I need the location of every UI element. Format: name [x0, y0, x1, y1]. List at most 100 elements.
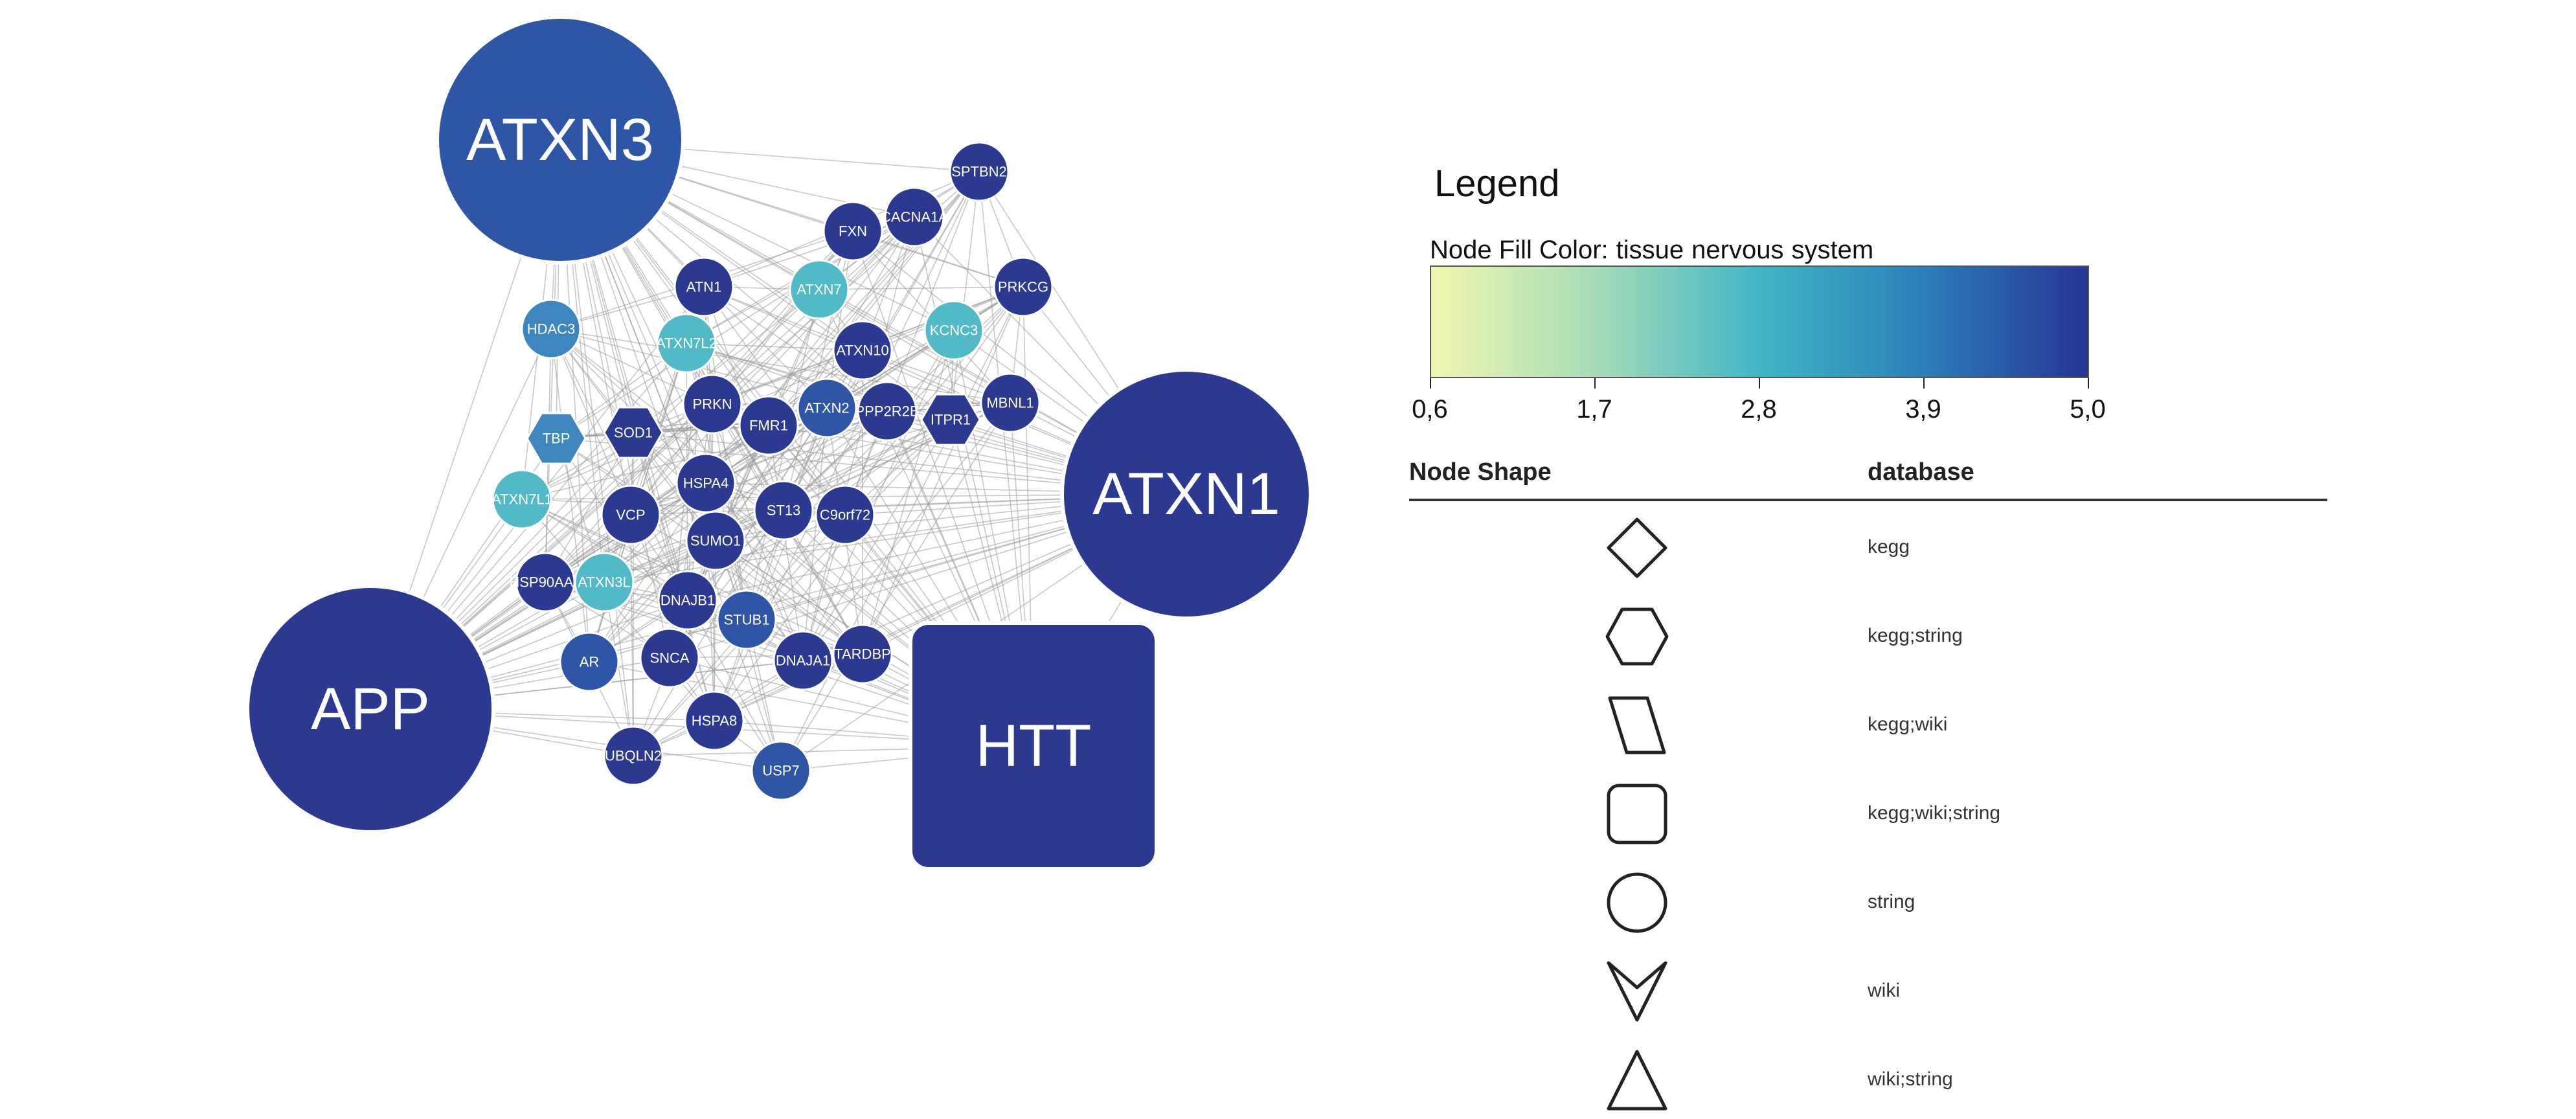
- fill-color-label-attr-1: tissue: [1616, 236, 1684, 264]
- color-scale-bar: [1430, 266, 2089, 378]
- node-shape: [797, 378, 857, 438]
- node-atxn3l[interactable]: ATXN3L: [574, 552, 635, 613]
- node-shape: [657, 570, 718, 631]
- node-vcp[interactable]: VCP: [600, 484, 661, 545]
- edge-SUMO1-TARDBP: [715, 540, 863, 655]
- node-hspa8[interactable]: HSPA8: [684, 690, 745, 751]
- node-snca[interactable]: SNCA: [639, 627, 700, 688]
- node-sod1[interactable]: SOD1: [603, 406, 664, 459]
- node-tbp[interactable]: TBP: [526, 412, 587, 465]
- scale-tick-label: 2,8: [1741, 395, 1777, 424]
- node-ar[interactable]: AR: [559, 631, 620, 692]
- legend-shape-triangle-icon: [1607, 1050, 1667, 1111]
- node-atn1[interactable]: ATN1: [673, 256, 734, 317]
- node-atxn10[interactable]: ATXN10: [832, 320, 893, 381]
- node-shape: [949, 141, 1010, 202]
- node-itpr1[interactable]: ITPR1: [920, 393, 981, 446]
- node-shape: [832, 624, 893, 684]
- node-atxn7l2[interactable]: ATXN7L2: [656, 313, 717, 374]
- node-shape: [751, 740, 811, 801]
- node-label: HSPA4: [683, 475, 729, 492]
- node-label: CACNA1A: [881, 209, 948, 225]
- legend-shape-parallelogram-icon: [1608, 696, 1666, 754]
- node-layer: ATXN3 ATXN1 APP HTT SPTBN2 FXN CACNA1A PRKCG ATN…: [245, 15, 1313, 871]
- scale-tick-label: 0,6: [1412, 395, 1448, 424]
- node-cacna1a[interactable]: CACNA1A: [881, 186, 948, 247]
- node-atxn2[interactable]: ATXN2: [797, 378, 857, 438]
- legend-database-label: kegg: [1868, 536, 1910, 558]
- node-label: KCNC3: [930, 322, 978, 339]
- legend-database-label: kegg;wiki;string: [1868, 802, 2001, 824]
- legend-title: Legend: [1434, 163, 1560, 205]
- node-mbnl1[interactable]: MBNL1: [980, 372, 1041, 433]
- edge-HDAC3-ST13: [550, 328, 784, 511]
- node-c9orf72[interactable]: C9orf72: [815, 484, 876, 545]
- node-label: TBP: [543, 431, 571, 447]
- scale-tick-label: 1,7: [1576, 395, 1612, 424]
- node-label: FMR1: [749, 418, 788, 434]
- network-graph[interactable]: ATXN3 ATXN1 APP HTT SPTBN2 FXN CACNA1A PRKCG ATN…: [0, 0, 1386, 1119]
- node-prkn[interactable]: PRKN: [682, 374, 743, 435]
- node-label: UBQLN2: [605, 748, 662, 764]
- node-shape: [716, 589, 777, 650]
- node-shape: [685, 510, 746, 571]
- edge-HDAC3-MBNL1: [550, 328, 1011, 403]
- node-dnaja1[interactable]: DNAJA1: [773, 630, 833, 691]
- node-atxn1[interactable]: ATXN1: [1060, 368, 1313, 620]
- node-fxn[interactable]: FXN: [822, 201, 883, 262]
- node-shape: [673, 256, 734, 317]
- node-shape: [815, 484, 876, 545]
- edge-PRKCG-USP7: [780, 286, 1024, 771]
- node-st13[interactable]: ST13: [753, 480, 814, 541]
- legend-database-label: kegg;wiki: [1868, 714, 1948, 735]
- edge-SPTBN2-C9orf72: [844, 171, 980, 515]
- node-shape-header: Node Shape: [1409, 458, 1552, 486]
- node-htt[interactable]: HTT: [909, 621, 1158, 871]
- node-shape: [832, 320, 893, 381]
- legend-database-label: wiki;string: [1868, 1068, 1953, 1090]
- node-ppp2r2b[interactable]: PPP2R2B: [855, 381, 920, 442]
- edge-HDAC3-HSPA4: [550, 328, 706, 484]
- node-ubqln2[interactable]: UBQLN2: [603, 725, 664, 786]
- node-dnajb1[interactable]: DNAJB1: [657, 570, 718, 631]
- node-app[interactable]: APP: [245, 584, 495, 834]
- legend-shape-hexagon-icon: [1605, 607, 1669, 666]
- node-shape: [574, 552, 635, 613]
- node-shape: [822, 201, 883, 262]
- node-shape: [980, 372, 1041, 433]
- node-label: HSPA8: [692, 713, 738, 729]
- node-label: ATXN1: [1092, 461, 1280, 527]
- node-hspa4[interactable]: HSPA4: [675, 453, 736, 514]
- node-hdac3[interactable]: HDAC3: [521, 299, 582, 359]
- node-label: ATN1: [686, 279, 722, 295]
- node-shape: [773, 630, 833, 691]
- node-label: SUMO1: [690, 533, 741, 549]
- scale-tick-label: 3,9: [1905, 395, 1941, 424]
- node-label: ATXN2: [804, 400, 849, 416]
- node-atxn7l1[interactable]: ATXN7L1: [491, 469, 552, 530]
- node-kcnc3[interactable]: KCNC3: [923, 300, 984, 361]
- legend-database-label: wiki: [1868, 980, 1900, 1001]
- node-fmr1[interactable]: FMR1: [738, 395, 799, 456]
- legend-shape-chevron-icon: [1607, 961, 1667, 1022]
- node-shape: [684, 690, 745, 751]
- fill-color-label-prefix: Node Fill Color:: [1430, 236, 1609, 264]
- fill-color-label-attr-3: system: [1791, 236, 1874, 264]
- edge-ATN1-ST13: [703, 286, 784, 511]
- node-stub1[interactable]: STUB1: [716, 589, 777, 650]
- node-prkcg[interactable]: PRKCG: [993, 256, 1054, 317]
- node-label: SNCA: [650, 650, 689, 666]
- node-label: ATXN7L1: [491, 492, 552, 508]
- node-hsp90aa1[interactable]: HSP90AA1: [509, 552, 582, 613]
- node-atxn7[interactable]: ATXN7: [789, 259, 850, 320]
- node-sptbn2[interactable]: SPTBN2: [949, 141, 1010, 202]
- edge-ATXN7L1-DNAJB1: [521, 499, 688, 601]
- node-sumo1[interactable]: SUMO1: [685, 510, 746, 571]
- node-atxn3[interactable]: ATXN3: [435, 15, 685, 265]
- node-shape: [920, 393, 981, 446]
- node-tardbp[interactable]: TARDBP: [832, 624, 893, 684]
- node-label: HDAC3: [527, 321, 576, 337]
- node-usp7[interactable]: USP7: [751, 740, 811, 801]
- node-label: PRKN: [692, 396, 732, 413]
- node-label: APP: [311, 676, 430, 742]
